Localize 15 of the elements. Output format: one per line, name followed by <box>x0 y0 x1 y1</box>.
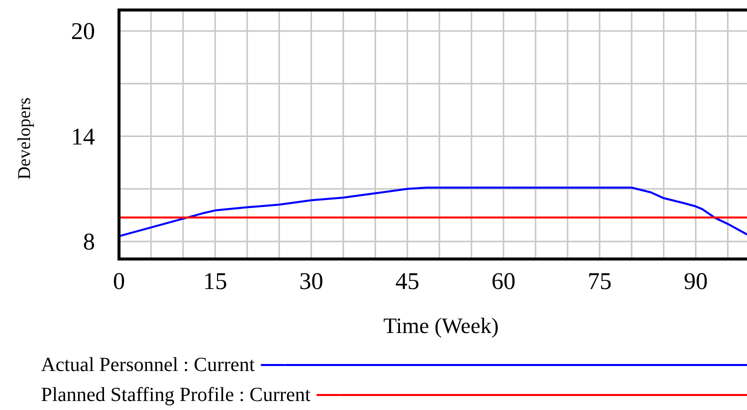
x-tick-label: 45 <box>395 269 420 295</box>
x-tick-label: 90 <box>684 269 708 295</box>
x-tick-label: 60 <box>491 269 516 295</box>
x-axis-title: Time (Week) <box>383 313 499 338</box>
y-axis-title: Developers <box>14 98 34 180</box>
line-series <box>118 186 747 238</box>
y-tick-label: 14 <box>71 124 95 150</box>
x-tick-label: 30 <box>299 269 324 295</box>
legend-label: Actual Personnel : Current <box>41 354 256 376</box>
legend-label: Planned Staffing Profile : Current <box>41 384 312 406</box>
x-tick-label: 0 <box>113 269 125 295</box>
x-tick-label: 75 <box>588 269 612 295</box>
x-tick-label: 15 <box>203 269 228 295</box>
y-tick-label: 8 <box>83 229 95 256</box>
y-tick-label: 20 <box>71 19 95 46</box>
